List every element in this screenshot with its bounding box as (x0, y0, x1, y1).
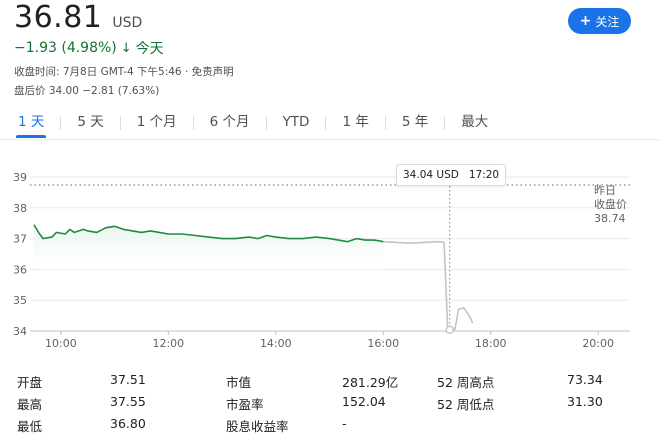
stat-value: 281.29亿 (342, 375, 399, 390)
tab-range-3[interactable]: 6 个月 (209, 114, 250, 130)
price-chart[interactable]: 39 38 37 36 35 34 10:00 12:00 14:00 16:00 18:00 20:… (0, 150, 660, 360)
currency-label: USD (112, 15, 143, 31)
tab-range-7[interactable]: 最大 (461, 114, 489, 130)
stat-value: 36.80 (110, 416, 146, 431)
stat-label: 52 周高点 (437, 375, 495, 390)
y-tick-label: 37 (13, 233, 27, 246)
close-time-info: 收盘时间: 7月8日 GMT-4 下午5:46 · 免责声明 (14, 64, 234, 79)
stat-label: 股息收益率 (226, 419, 289, 434)
after-hours-price: 盘后价 34.00 −2.81 (7.63%) (14, 85, 160, 97)
price-change: −1.93 (4.98%) ↓ 今天 (14, 38, 164, 58)
stat-value: 37.55 (110, 394, 146, 409)
y-tick-label: 34 (13, 325, 27, 338)
y-tick-label: 35 (13, 294, 27, 307)
x-tick-label: 20:00 (582, 337, 614, 350)
hover-point (445, 325, 454, 335)
tooltip-time: 17:20 (468, 169, 500, 181)
tab-separator (60, 116, 62, 130)
stat-label: 最高 (17, 397, 43, 412)
regular-session-line (33, 224, 384, 243)
plus-icon: + (579, 13, 592, 29)
change-period: 今天 (135, 41, 164, 57)
tab-range-5[interactable]: 1 年 (342, 114, 369, 130)
follow-button-label: 关注 (595, 14, 620, 29)
range-tabs: 1 天 5 天 1 个月 6 个月 YTD 1 年 5 年 最大 (14, 110, 492, 140)
previous-close-label-line2: 收盘价 (594, 198, 627, 211)
disclaimer-link[interactable]: 免责声明 (191, 66, 234, 78)
tab-range-6[interactable]: 5 年 (401, 114, 429, 130)
stat-label: 市值 (226, 375, 252, 390)
stat-label: 最低 (17, 419, 43, 434)
y-tick-label: 36 (13, 263, 27, 276)
previous-close-label-line1: 昨日 (594, 184, 616, 197)
tab-separator (384, 116, 386, 130)
x-tick-label: 14:00 (260, 337, 292, 350)
x-tick-label: 18:00 (475, 337, 507, 350)
x-tick-label: 10:00 (45, 337, 77, 350)
stat-label: 市盈率 (226, 397, 264, 412)
tab-separator (192, 116, 194, 130)
regular-session-area (34, 224, 384, 271)
y-tick-label: 39 (13, 171, 27, 184)
arrow-down-icon: ↓ (120, 40, 132, 56)
follow-button[interactable]: + 关注 (568, 8, 631, 34)
price-header: 36.81 USD (14, 0, 142, 36)
x-tick-label: 12:00 (152, 337, 184, 350)
tabs-divider (0, 139, 660, 140)
stat-value: - (342, 416, 347, 431)
tab-range-4[interactable]: YTD (282, 114, 310, 130)
tab-separator (119, 116, 121, 130)
previous-close-value: 38.74 (594, 212, 626, 225)
tab-range-1[interactable]: 5 天 (77, 114, 104, 130)
stat-label: 52 周低点 (437, 397, 495, 412)
stat-value: 31.30 (567, 394, 603, 409)
extended-session-line (383, 240, 474, 331)
tab-separator (444, 116, 446, 130)
tab-range-2[interactable]: 1 个月 (136, 114, 177, 130)
y-tick-label: 38 (13, 202, 27, 215)
stat-value: 37.51 (110, 372, 146, 387)
close-time: 收盘时间: 7月8日 GMT-4 下午5:46 · (14, 66, 192, 78)
tab-separator (265, 116, 267, 130)
x-tick-label: 16:00 (367, 337, 399, 350)
tab-range-0[interactable]: 1 天 (14, 110, 48, 138)
stat-value: 152.04 (342, 394, 386, 409)
tooltip-price: 34.04 USD (403, 169, 459, 181)
chart-tooltip: 34.04 USD 17:20 (396, 164, 507, 186)
stat-value: 73.34 (567, 372, 603, 387)
stat-label: 开盘 (17, 375, 43, 390)
change-value: −1.93 (4.98%) (14, 40, 117, 56)
current-price: 36.81 (14, 0, 103, 35)
tab-separator (325, 116, 327, 130)
previous-close-label: 昨日 收盘价 38.74 (594, 184, 627, 226)
